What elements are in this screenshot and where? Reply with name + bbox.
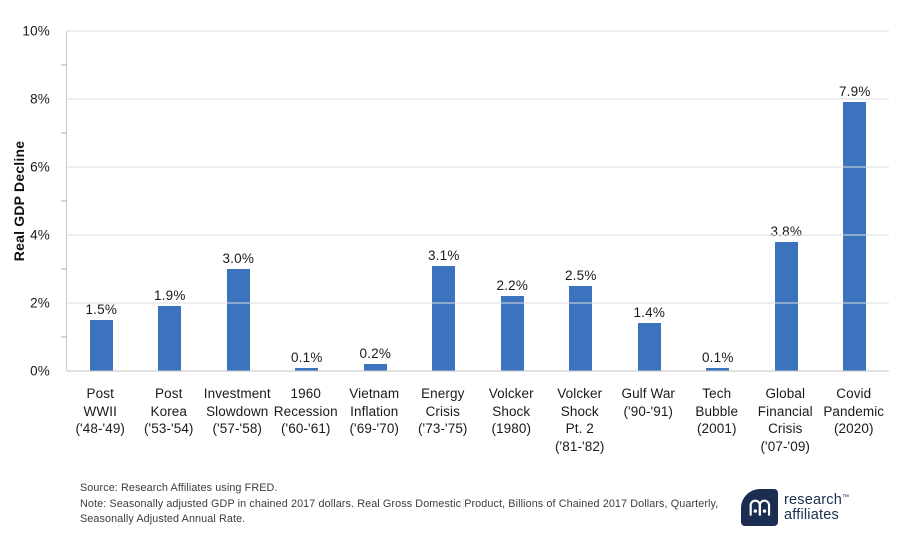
minor-tick [61, 200, 67, 202]
bar-value-label: 0.1% [701, 349, 734, 365]
bar-value-label: 3.1% [427, 247, 460, 263]
x-axis-category-label: Gulf War ('90-'91) [621, 386, 676, 419]
x-axis-category-label: Post WWII ('48-'49) [75, 386, 126, 436]
gridline [67, 98, 889, 100]
y-tick-label: 10% [22, 23, 50, 39]
bar-group: 2.2% [478, 31, 547, 371]
gridline [67, 370, 889, 372]
research-affiliates-logo-icon [741, 489, 778, 526]
y-axis-labels: 10% 8% 6% 4% 2% 0% [0, 24, 58, 379]
bar-value-label: 0.2% [359, 346, 392, 362]
bar [432, 265, 456, 371]
bar [706, 367, 730, 371]
bar-value-label: 2.2% [496, 278, 529, 294]
x-axis-category-label: Energy Crisis ('73-'75) [417, 386, 468, 436]
gridline [67, 166, 889, 168]
bar [89, 320, 113, 371]
minor-tick [61, 336, 67, 338]
research-affiliates-logo: research™ affiliates [741, 489, 849, 526]
plot-area: 1.5% 1.9% 3.0% 0.1% 0.2% 3.1% 2.2% 2.5% 1.4% 0.1%… [61, 30, 889, 372]
bar-group: 1.5% [67, 31, 136, 371]
bar-group: 0.1% [684, 31, 753, 371]
bar-group: 7.9% [821, 31, 890, 371]
bar-group: 3.0% [204, 31, 273, 371]
bar [226, 269, 250, 371]
y-tick-label: 2% [30, 295, 50, 311]
research-affiliates-logo-text: research™ affiliates [784, 491, 850, 523]
bar [774, 241, 798, 371]
bar-group: 3.8% [752, 31, 821, 371]
bar-value-label: 3.8% [770, 223, 803, 239]
gridline [67, 30, 889, 32]
y-tick-label: 6% [30, 159, 50, 175]
logo-word-research: research [784, 491, 843, 508]
bar-group: 0.2% [341, 31, 410, 371]
bar-value-label: 7.9% [838, 84, 871, 100]
bar-value-label: 1.9% [153, 288, 186, 304]
bar-value-label: 3.0% [222, 251, 255, 266]
x-axis-category-label: Vietnam Inflation ('69-'70) [349, 386, 400, 436]
bar-value-label: 2.5% [564, 268, 597, 283]
y-tick-label: 8% [30, 91, 50, 107]
footer-text-line: Source: Research Affiliates using FRED. [80, 482, 278, 494]
bar [158, 306, 182, 371]
footer-text-line: Note: Seasonally adjusted GDP in chained… [80, 497, 719, 510]
bar-value-label: 0.1% [290, 349, 323, 365]
trademark-symbol: ™ [842, 493, 850, 501]
footer-text-line: Seasonally Adjusted Annual Rate. [80, 513, 246, 525]
bar-value-label: 1.5% [85, 302, 118, 317]
gridline [67, 302, 889, 304]
bar [363, 364, 387, 371]
bar [637, 323, 661, 371]
y-tick-label: 4% [30, 227, 50, 243]
x-axis-category-label: Post Korea ('53-'54) [143, 386, 194, 436]
x-axis-category-label: 1960 Recession ('60-'61) [273, 386, 338, 436]
minor-tick [61, 268, 67, 270]
bar-group: 0.1% [273, 31, 342, 371]
bar [500, 296, 524, 371]
x-axis-category-label: Volcker Shock (1980) [488, 386, 534, 436]
bar-group: 3.1% [410, 31, 479, 371]
bar [295, 367, 319, 371]
minor-tick [61, 64, 67, 66]
x-axis-category-label: Investment Slowdown ('57-'58) [203, 386, 271, 436]
x-axis-category-label: Tech Bubble (2001) [695, 386, 739, 436]
bar [569, 286, 593, 371]
bar-value-label: 1.4% [633, 305, 666, 321]
x-labels-row: Post WWII ('48-'49) Post Korea ('53-'54) I… [66, 385, 888, 455]
minor-tick [61, 132, 67, 134]
y-tick-label: 0% [30, 363, 50, 379]
source-note: Source: Research Affiliates using FRED. N… [80, 481, 718, 528]
bar-group: 1.4% [615, 31, 684, 371]
gridline [67, 234, 889, 236]
bar [843, 102, 867, 371]
x-axis-category-label: Volcker Shock Pt. 2 ('81-'82) [554, 386, 605, 454]
bar-group: 1.9% [136, 31, 205, 371]
logo-word-affiliates: affiliates [784, 506, 839, 523]
bar-group: 2.5% [547, 31, 616, 371]
bars-row: 1.5% 1.9% 3.0% 0.1% 0.2% 3.1% 2.2% 2.5% 1.4% 0.1%… [67, 31, 889, 371]
x-axis-category-label: Global Financial Crisis ('07-'09) [757, 386, 813, 454]
x-axis-category-label: Covid Pandemic (2020) [823, 386, 885, 436]
